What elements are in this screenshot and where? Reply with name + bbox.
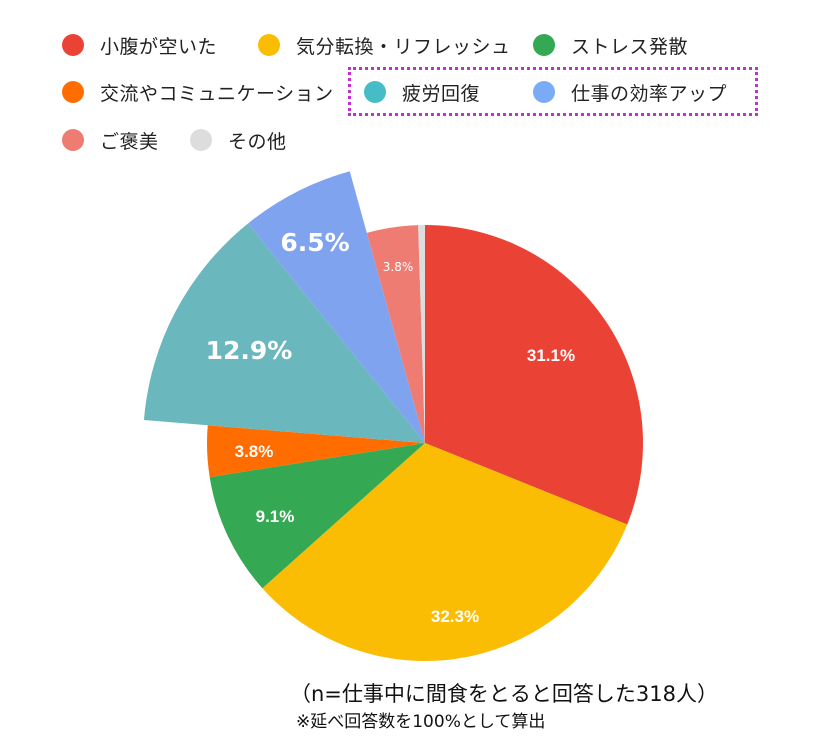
legend-dot-red-icon [62, 34, 84, 56]
legend-label: 小腹が空いた [100, 35, 218, 58]
slice-label-stress: 9.1% [256, 507, 295, 526]
legend-dot-pink-icon [62, 129, 84, 151]
legend-label: 気分転換・リフレッシュ [296, 35, 511, 58]
legend-dot-blue-icon [533, 81, 555, 103]
pie-slice [425, 225, 643, 525]
pie-slice [418, 225, 425, 443]
slice-label-efficiency: 6.5% [280, 228, 349, 257]
legend-dot-orange-icon [62, 81, 84, 103]
legend-label: ストレス発散 [571, 35, 689, 58]
legend-dot-gray-icon [190, 129, 212, 151]
legend-dot-teal-icon [364, 81, 386, 103]
legend-label: 疲労回復 [402, 82, 481, 105]
legend-item-refresh: 気分転換・リフレッシュ [258, 30, 511, 60]
slice-label-communication: 3.8% [235, 442, 274, 461]
pie-slice [366, 225, 425, 443]
pie-slice [207, 425, 425, 478]
pie-slice [247, 171, 425, 443]
chart-legend: 小腹が空いた 気分転換・リフレッシュ ストレス発散 交流やコミュニケーション 疲… [0, 0, 822, 170]
legend-label: ご褒美 [100, 130, 159, 153]
legend-item-hungry: 小腹が空いた [62, 30, 217, 60]
legend-dot-yellow-icon [258, 34, 280, 56]
slice-label-fatigue: 12.9% [206, 336, 293, 365]
slice-label-reward: 3.8% [383, 260, 414, 274]
legend-item-communication: 交流やコミュニケーション [62, 77, 334, 107]
legend-label: 仕事の効率アップ [571, 82, 728, 105]
legend-item-fatigue: 疲労回復 [364, 77, 480, 107]
pie-slice [209, 443, 425, 589]
legend-item-efficiency: 仕事の効率アップ [533, 77, 727, 107]
slice-label-refresh: 32.3% [431, 607, 479, 626]
legend-item-stress: ストレス発散 [533, 30, 688, 60]
sample-size-note: （n=仕事中に間食をとると回答した318人） [290, 682, 718, 706]
pie-slice [262, 443, 628, 661]
legend-item-other: その他 [190, 125, 287, 155]
legend-label: その他 [228, 130, 287, 153]
calculation-note: ※延べ回答数を100%として算出 [296, 712, 546, 732]
legend-dot-green-icon [533, 34, 555, 56]
highlight-dotted-box [348, 67, 758, 116]
legend-label: 交流やコミュニケーション [100, 82, 334, 105]
pie-slices [143, 171, 643, 661]
legend-item-reward: ご褒美 [62, 125, 159, 155]
slice-label-hungry: 31.1% [527, 346, 575, 365]
pie-labels: 31.1% 32.3% 9.1% 3.8% 12.9% 6.5% 3.8% [206, 228, 575, 626]
pie-slice [143, 223, 426, 443]
